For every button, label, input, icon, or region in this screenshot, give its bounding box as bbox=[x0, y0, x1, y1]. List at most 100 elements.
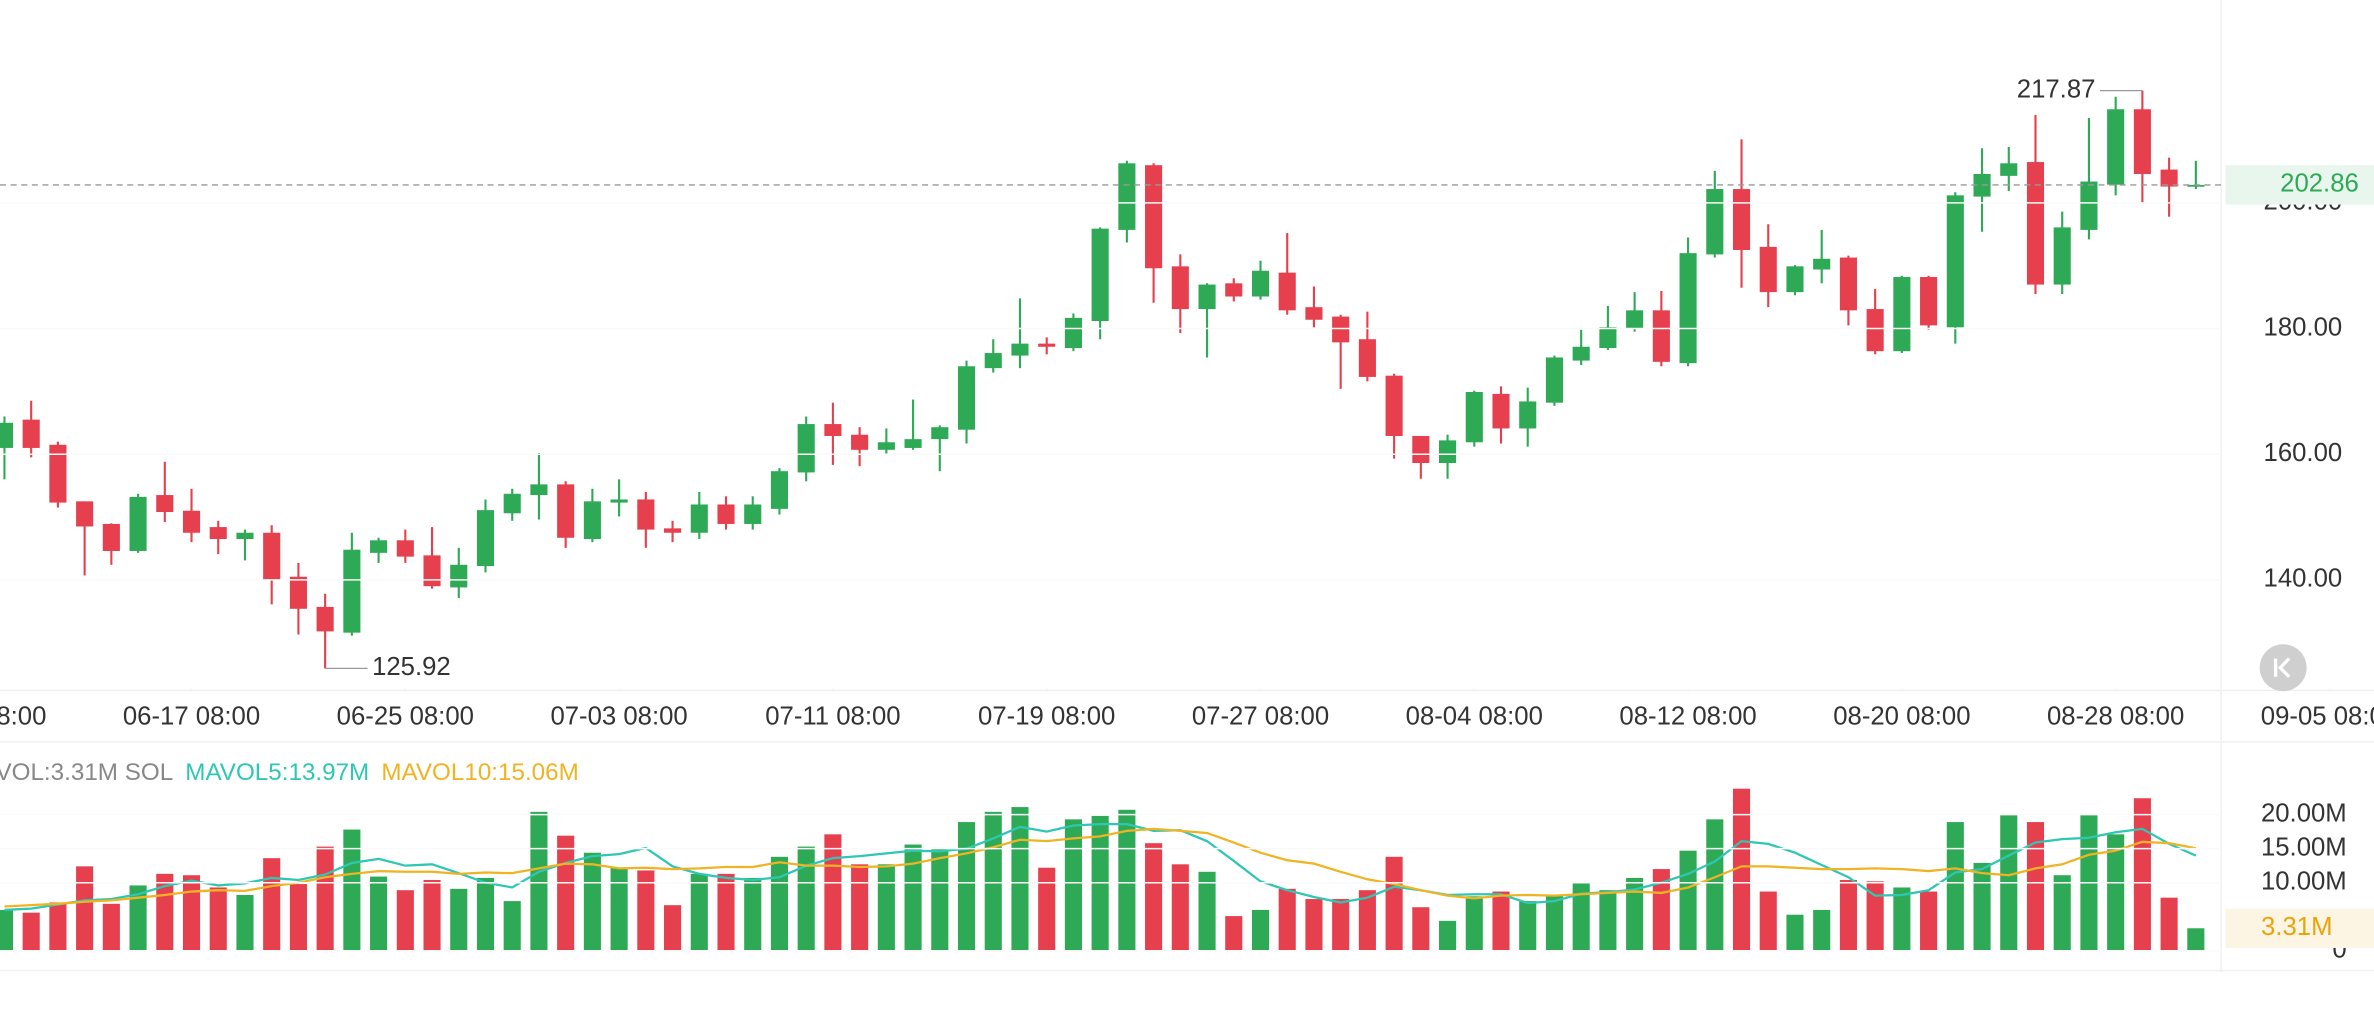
candle-body bbox=[1732, 189, 1751, 251]
x-tick-label: 06-25 08:00 bbox=[337, 702, 474, 730]
volume-bar bbox=[1545, 894, 1564, 951]
candle-body bbox=[450, 564, 468, 588]
volume-bar bbox=[1492, 891, 1510, 951]
candle-body bbox=[1038, 343, 1056, 347]
x-tick-label: 08-28 08:00 bbox=[2047, 702, 2184, 730]
candle-body bbox=[49, 444, 67, 503]
volume-bar bbox=[1519, 901, 1537, 951]
candle-body bbox=[156, 495, 174, 513]
volume-bar bbox=[1465, 896, 1483, 951]
volume-bar bbox=[1038, 867, 1056, 951]
volume-legend: VOL:3.31M SOL bbox=[0, 759, 173, 786]
volume-bar bbox=[1332, 899, 1350, 951]
reset-button[interactable] bbox=[2259, 644, 2307, 692]
volume-bar bbox=[2133, 798, 2151, 951]
candle-body bbox=[797, 424, 815, 473]
candle-body bbox=[370, 540, 388, 553]
volume-bar bbox=[1973, 862, 1991, 951]
candle-body bbox=[1786, 266, 1804, 293]
volume-bar bbox=[1679, 850, 1697, 951]
candle-body bbox=[1492, 393, 1510, 429]
x-tick-label: 07-03 08:00 bbox=[550, 702, 687, 730]
x-tick-label: 07-11 08:00 bbox=[765, 702, 900, 730]
volume-bar bbox=[209, 887, 227, 951]
candle-body bbox=[1893, 277, 1911, 352]
candle-body bbox=[1839, 257, 1857, 311]
price-panel: 217.87 125.92 bbox=[0, 75, 2205, 681]
volume-bar bbox=[557, 835, 575, 951]
volume-bar bbox=[1866, 881, 1884, 951]
candle-body bbox=[1332, 316, 1350, 343]
candle-body bbox=[1759, 246, 1777, 293]
volume-bar bbox=[1732, 788, 1751, 951]
candle-body bbox=[289, 576, 307, 609]
volume-bar bbox=[370, 876, 388, 951]
volume-bar bbox=[1839, 879, 1857, 951]
candle-body bbox=[1278, 272, 1296, 311]
candle-body bbox=[1011, 343, 1029, 356]
candle-body bbox=[1946, 195, 1964, 328]
candle-body bbox=[770, 471, 789, 509]
volume-bar bbox=[1251, 909, 1270, 951]
volume-bar bbox=[664, 905, 682, 951]
candle-body bbox=[423, 555, 441, 587]
candle-body bbox=[1519, 401, 1537, 429]
candle-body bbox=[1251, 270, 1270, 297]
candle-body bbox=[931, 427, 949, 440]
volume-bar bbox=[797, 846, 815, 951]
candle-body bbox=[236, 532, 254, 540]
volume-bar bbox=[476, 877, 495, 951]
volume-bar bbox=[1385, 856, 1403, 951]
candle-body bbox=[744, 504, 762, 524]
candle-body bbox=[637, 499, 655, 530]
y-tick-label: 160.00 bbox=[2264, 439, 2343, 467]
volume-tick-label: 10.00M bbox=[2261, 867, 2347, 895]
volume-bar bbox=[1412, 907, 1430, 951]
volume-legend: MAVOL5:13.97M bbox=[185, 759, 369, 786]
volume-bar bbox=[396, 890, 414, 951]
candle-body bbox=[1412, 435, 1430, 464]
volume-bar bbox=[2053, 875, 2071, 951]
candle-body bbox=[957, 366, 976, 430]
reset-button-bg[interactable] bbox=[2259, 644, 2307, 692]
volume-tick-label: 20.00M bbox=[2261, 799, 2347, 827]
candle-body bbox=[2133, 109, 2151, 174]
volume-bar bbox=[1439, 920, 1457, 951]
volume-bar bbox=[1786, 914, 1804, 951]
volume-bar bbox=[1305, 899, 1323, 951]
ma-line bbox=[4, 827, 2197, 908]
candle-body bbox=[503, 493, 521, 514]
volume-bar bbox=[690, 873, 708, 951]
volume-bar bbox=[931, 847, 949, 951]
volume-bar bbox=[343, 829, 361, 951]
candle-body bbox=[690, 504, 708, 533]
volume-bar bbox=[1171, 864, 1189, 951]
candle-body bbox=[2026, 162, 2045, 285]
volume-bar bbox=[2107, 834, 2125, 951]
candle-body bbox=[1145, 165, 1163, 269]
x-tick-label: 07-19 08:00 bbox=[978, 702, 1115, 730]
candle-body bbox=[22, 419, 40, 448]
volume-bar bbox=[770, 856, 789, 951]
x-tick-label: 06-17 08:00 bbox=[123, 702, 260, 730]
y-tick-label: 180.00 bbox=[2264, 313, 2343, 341]
volume-bar bbox=[583, 852, 601, 951]
volume-bar bbox=[49, 902, 67, 951]
volume-bar bbox=[2187, 928, 2205, 951]
candle-body bbox=[2053, 227, 2071, 285]
volume-bar bbox=[1358, 890, 1376, 951]
volume-bar bbox=[744, 877, 762, 951]
volume-bar bbox=[851, 864, 869, 951]
candle-body bbox=[396, 540, 414, 557]
volume-bar bbox=[263, 858, 281, 951]
volume-bar bbox=[530, 811, 548, 951]
candle-body bbox=[1064, 317, 1082, 349]
x-tick-label: 08-12 08:00 bbox=[1619, 702, 1756, 730]
current-price-label: 202.86 bbox=[2280, 170, 2359, 198]
volume-bar bbox=[316, 846, 334, 951]
volume-bar bbox=[1946, 822, 1964, 951]
candle-body bbox=[2080, 181, 2098, 230]
candle-body bbox=[530, 484, 548, 496]
candle-body bbox=[1358, 339, 1376, 377]
